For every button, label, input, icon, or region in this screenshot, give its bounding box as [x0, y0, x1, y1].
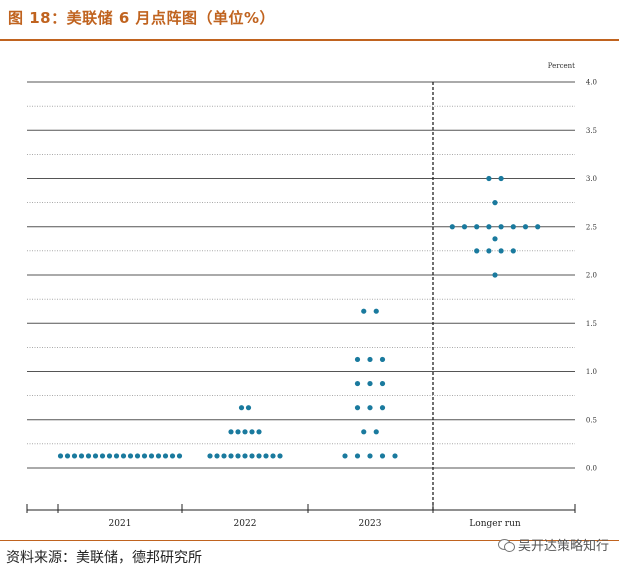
- dot-point: [277, 453, 283, 459]
- dot-point: [242, 429, 248, 435]
- dot-point: [492, 200, 498, 206]
- dot-point: [99, 453, 106, 459]
- y-tick-label: 3.0: [586, 175, 597, 183]
- y-tick-labels: 0.0 0.5 1.0 1.5 2.0 2.5 3.0 3.5 4.0: [586, 79, 597, 473]
- dot-point: [270, 453, 276, 459]
- source-note: 资料来源：美联储，德邦研究所: [6, 550, 202, 566]
- dots-layer: [57, 175, 541, 459]
- dot-point: [367, 453, 373, 459]
- dot-point: [361, 308, 367, 314]
- dot-point: [228, 429, 234, 435]
- y-tick-label: 0.0: [586, 465, 597, 473]
- dot-point: [214, 453, 220, 459]
- x-axis: [26, 504, 576, 513]
- dot-point: [354, 356, 361, 363]
- dot-point: [71, 453, 78, 459]
- dot-point: [256, 429, 262, 435]
- dot-point: [535, 224, 541, 230]
- dot-point: [85, 453, 92, 459]
- dot-point: [106, 453, 113, 459]
- dot-point: [492, 272, 498, 278]
- y-tick-label: 1.0: [586, 368, 597, 376]
- y-tick-label: 2.5: [586, 223, 597, 231]
- dot-point: [64, 453, 71, 459]
- x-category-label: Longer run: [469, 519, 521, 529]
- dot-point: [78, 453, 85, 459]
- y-axis-label: Percent: [548, 62, 575, 70]
- dot-point: [127, 453, 134, 459]
- dot-point: [242, 453, 248, 459]
- dot-point: [510, 248, 516, 254]
- title-rule: [0, 39, 619, 41]
- dot-point: [120, 453, 127, 459]
- dot-point: [486, 248, 492, 254]
- dot-point: [92, 453, 99, 459]
- dot-point: [169, 453, 176, 459]
- dot-point: [379, 453, 386, 459]
- dot-point: [522, 224, 529, 230]
- dot-point: [474, 248, 480, 254]
- watermark: 吴开达策略知行: [497, 535, 609, 554]
- dot-point: [148, 453, 155, 459]
- dot-point: [249, 453, 255, 459]
- dot-point: [379, 405, 386, 411]
- y-tick-label: 4.0: [586, 79, 597, 87]
- dot-point: [510, 224, 516, 230]
- dot-plot-chart: 0.0 0.5 1.0 1.5 2.0 2.5 3.0 3.5 4.0 Percent 2021…: [26, 62, 597, 529]
- grid-layer: [27, 81, 575, 469]
- dot-point: [155, 453, 162, 459]
- x-category-label: 2023: [359, 519, 382, 529]
- dot-point: [238, 405, 245, 411]
- dot-point: [228, 453, 234, 459]
- dot-point: [486, 224, 492, 230]
- dot-point: [256, 453, 262, 459]
- dot-point: [207, 453, 213, 459]
- dot-point: [134, 453, 141, 459]
- dot-point: [141, 453, 148, 459]
- dot-point: [498, 175, 504, 182]
- dot-point: [474, 224, 480, 230]
- dot-point: [361, 429, 367, 435]
- dot-point: [235, 453, 241, 459]
- dot-point: [113, 453, 120, 459]
- dot-point: [379, 356, 386, 363]
- x-category-labels: 2021 2022 2023 Longer run: [109, 519, 521, 529]
- dot-point: [57, 453, 64, 459]
- dot-point: [449, 224, 455, 230]
- dot-point: [486, 175, 492, 182]
- dot-point: [373, 429, 379, 435]
- dot-point: [249, 429, 255, 435]
- dot-point: [176, 453, 183, 459]
- dot-point: [263, 453, 269, 459]
- dot-point: [392, 453, 398, 459]
- dot-point: [342, 453, 348, 459]
- dot-point: [373, 308, 379, 314]
- watermark-text: 吴开达策略知行: [517, 539, 609, 554]
- dot-point: [221, 453, 227, 459]
- dot-point: [162, 453, 169, 459]
- dot-point: [235, 429, 241, 435]
- y-tick-label: 1.5: [586, 320, 597, 328]
- dot-point: [367, 405, 373, 411]
- x-category-label: 2021: [109, 519, 132, 529]
- dot-point: [367, 380, 373, 387]
- dot-point: [367, 356, 373, 363]
- wechat-icon: [497, 538, 515, 552]
- dot-point: [498, 248, 504, 254]
- dot-point: [461, 224, 468, 230]
- dot-point: [379, 380, 386, 387]
- y-tick-label: 0.5: [586, 416, 597, 424]
- dot-point: [354, 405, 361, 411]
- dot-point: [245, 405, 252, 411]
- dot-point: [354, 453, 361, 459]
- dot-point: [354, 380, 361, 387]
- y-tick-label: 2.0: [586, 272, 597, 280]
- dot-point: [492, 236, 498, 242]
- y-tick-label: 3.5: [586, 127, 597, 135]
- figure-title: 图 18：美联储 6 月点阵图（单位%）: [8, 9, 276, 27]
- bottom-rule: [0, 540, 619, 541]
- x-category-label: 2022: [234, 519, 257, 529]
- dot-point: [498, 224, 504, 230]
